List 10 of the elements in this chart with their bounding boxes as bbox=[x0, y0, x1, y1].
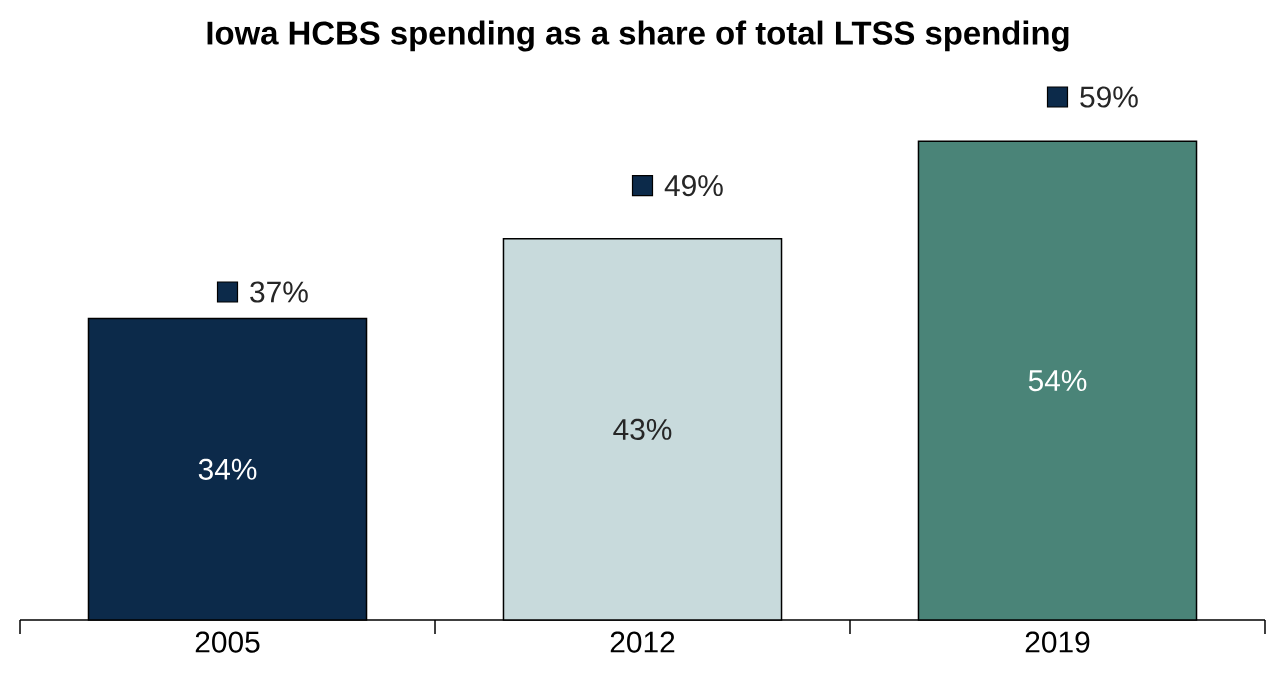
chart-title: Iowa HCBS spending as a share of total LTSS spending bbox=[207, 20, 1069, 52]
data-label: 37% bbox=[250, 281, 308, 303]
data-label: 34% bbox=[198, 458, 257, 480]
x-tick-label: 2019 bbox=[1025, 631, 1090, 653]
data-label: 43% bbox=[613, 418, 672, 440]
x-tick-label: 2012 bbox=[610, 631, 675, 653]
data-label: 49% bbox=[664, 175, 723, 197]
data-label: 59% bbox=[1080, 86, 1138, 108]
data-label: 54% bbox=[1028, 370, 1087, 392]
x-tick-label: 2005 bbox=[195, 631, 260, 653]
